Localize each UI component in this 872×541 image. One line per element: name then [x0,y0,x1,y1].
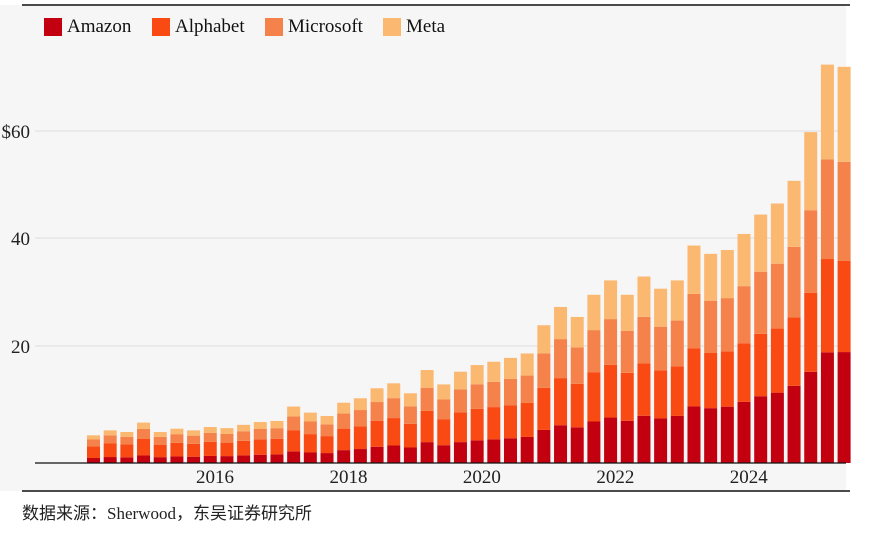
svg-text:Microsoft: Microsoft [288,16,364,37]
svg-text:2016: 2016 [196,467,234,488]
svg-text:Alphabet: Alphabet [175,16,245,37]
svg-text:Meta: Meta [406,16,446,37]
svg-text:20: 20 [11,337,30,358]
svg-text:数据来源：Sherwood，东吴证券研究所: 数据来源：Sherwood，东吴证券研究所 [22,504,312,523]
svg-text:$60: $60 [2,122,31,143]
svg-text:Amazon: Amazon [67,16,132,37]
svg-text:2024: 2024 [730,467,769,488]
svg-text:2018: 2018 [330,467,368,488]
svg-text:2022: 2022 [596,467,634,488]
svg-text:40: 40 [11,229,30,250]
svg-text:2020: 2020 [463,467,501,488]
